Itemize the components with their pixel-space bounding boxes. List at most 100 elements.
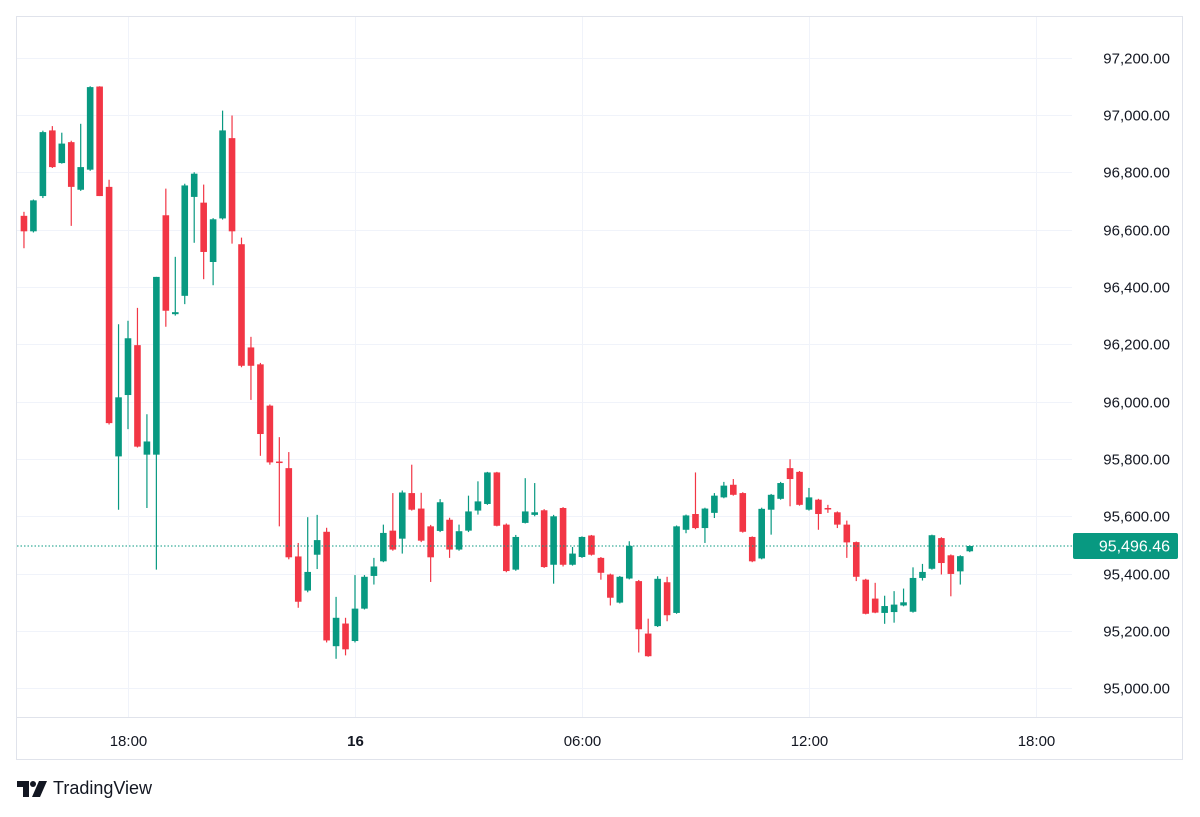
candle-up — [190, 172, 198, 243]
candle-body — [58, 143, 66, 164]
candle-body — [455, 531, 463, 550]
candle-down — [446, 517, 453, 558]
candle-body — [862, 579, 870, 614]
candle-body — [380, 532, 387, 562]
candle-body — [730, 484, 737, 495]
candle-up — [124, 320, 132, 430]
price-axis[interactable]: 97,200.00 97,000.00 96,800.00 96,600.00 96,4… — [1073, 51, 1178, 698]
candle-down — [389, 493, 397, 551]
brand-name: TradingView — [53, 778, 153, 798]
candle-down — [834, 511, 841, 529]
candle-body — [446, 519, 453, 550]
candle-down — [644, 618, 652, 657]
candle-up — [701, 507, 709, 543]
candle-body — [597, 557, 605, 573]
candle-up — [209, 218, 217, 286]
candle-body — [493, 472, 501, 526]
candle-body — [758, 508, 765, 559]
candle-down — [162, 188, 170, 327]
candle-body — [134, 345, 141, 447]
candle-body — [465, 511, 472, 531]
candle-up — [181, 183, 189, 305]
candle-up — [39, 130, 47, 199]
candle-down — [105, 179, 113, 425]
candle-down — [559, 507, 567, 567]
price-tick-label: 96,600.00 — [1103, 223, 1170, 240]
candle-up — [711, 493, 718, 519]
candle-up — [512, 534, 520, 571]
candle-down — [663, 576, 671, 622]
candle-body — [77, 167, 85, 190]
candle-down — [862, 578, 870, 615]
candle-down — [871, 582, 879, 614]
candle-down — [692, 472, 699, 530]
brand-logo[interactable]: TradingView — [17, 778, 152, 799]
price-tick-label: 96,000.00 — [1103, 395, 1170, 412]
time-tick-label: 18:00 — [110, 733, 148, 750]
candle-body — [569, 553, 576, 565]
candle-down — [408, 464, 416, 511]
candle-body — [616, 576, 624, 603]
candle-body — [30, 200, 37, 232]
candle-body — [153, 276, 160, 455]
candle-up — [682, 514, 690, 534]
candle-body — [105, 186, 113, 424]
candle-body — [919, 571, 926, 578]
candle-body — [143, 441, 151, 455]
candle-up — [351, 575, 359, 643]
candle-body — [663, 582, 671, 616]
candle-body — [124, 338, 132, 396]
candle-body — [398, 492, 406, 539]
candles — [20, 86, 974, 659]
candle-down — [238, 237, 245, 368]
candle-body — [342, 623, 349, 650]
candle-body — [881, 606, 888, 613]
candle-body — [767, 494, 775, 510]
candle-up — [654, 576, 661, 627]
candle-body — [20, 215, 28, 232]
candle-body — [323, 531, 330, 641]
candle-up — [398, 490, 406, 554]
price-tick-label: 95,200.00 — [1103, 624, 1170, 641]
candle-up — [143, 414, 151, 508]
candle-body — [909, 577, 917, 612]
candle-down — [540, 509, 548, 568]
candle-body — [692, 514, 699, 529]
candle-up — [569, 546, 576, 566]
candle-up — [304, 517, 312, 593]
candle-body — [786, 468, 794, 480]
candle-body — [682, 515, 690, 530]
candle-up — [919, 563, 926, 581]
candle-down — [228, 115, 236, 244]
candle-body — [294, 556, 302, 602]
candle-down — [96, 86, 103, 197]
candle-body — [900, 602, 907, 606]
candle-body — [711, 495, 718, 513]
candle-up — [86, 86, 94, 171]
candle-up — [625, 541, 633, 580]
candle-body — [654, 578, 661, 627]
candle-body — [171, 312, 179, 315]
candle-down — [588, 534, 595, 556]
candle-up — [521, 478, 529, 524]
candle-up — [957, 555, 964, 585]
candle-down — [67, 140, 75, 226]
candle-down — [323, 527, 330, 643]
candle-body — [474, 501, 482, 511]
candle-body — [238, 244, 245, 366]
candle-up — [531, 483, 538, 517]
candle-down — [824, 504, 832, 513]
candle-body — [162, 215, 170, 311]
price-tick-label: 95,800.00 — [1103, 452, 1170, 469]
candle-down — [257, 362, 264, 456]
price-tick-label: 95,600.00 — [1103, 509, 1170, 526]
candle-body — [531, 512, 538, 515]
candle-body — [503, 524, 510, 572]
candle-body — [408, 493, 416, 510]
candle-body — [815, 499, 822, 515]
last-price-label: 95,496.46 — [1099, 538, 1170, 555]
candle-body — [966, 545, 974, 552]
candle-body — [257, 364, 264, 435]
time-axis[interactable]: 18:00 16 06:00 12:00 18:00 — [110, 733, 1056, 750]
